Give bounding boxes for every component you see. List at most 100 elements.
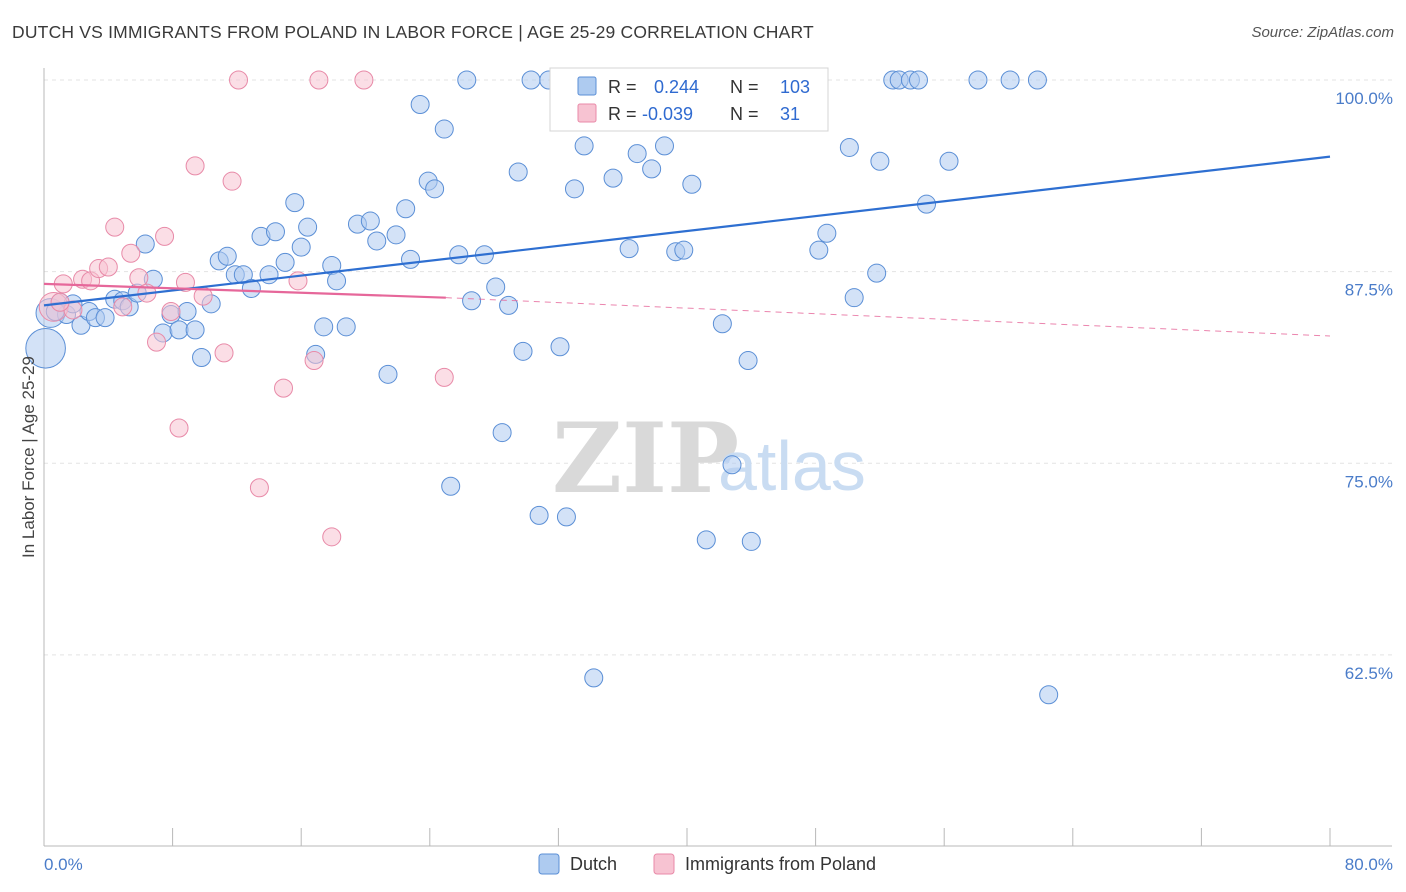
dutch-point bbox=[627, 144, 647, 164]
legend-r-label-poland: R = bbox=[608, 104, 637, 124]
dutch-point bbox=[367, 231, 387, 251]
dutch-point bbox=[968, 70, 988, 90]
poland-trend-line bbox=[43, 282, 446, 299]
dutch-point bbox=[192, 347, 212, 367]
dutch-point bbox=[508, 162, 528, 182]
poland-point bbox=[121, 243, 141, 263]
dutch-point bbox=[486, 277, 506, 297]
dutch-point bbox=[722, 455, 742, 475]
y-tick-labels: 62.5% 75.0% 87.5% 100.0% bbox=[1335, 89, 1393, 683]
grid-lines bbox=[44, 79, 1392, 656]
legend-r-label-dutch: R = bbox=[608, 77, 637, 97]
legend-n-value-dutch: 103 bbox=[780, 77, 810, 97]
dutch-point bbox=[682, 174, 702, 194]
poland-point bbox=[155, 226, 175, 246]
y-tick-label: 62.5% bbox=[1345, 664, 1393, 683]
dutch-point bbox=[741, 531, 761, 551]
dutch-point bbox=[556, 507, 576, 527]
bottom-legend: Dutch Immigrants from Poland bbox=[538, 853, 876, 875]
dutch-point bbox=[1000, 70, 1020, 90]
dutch-point bbox=[410, 95, 430, 115]
dutch-point bbox=[441, 476, 461, 496]
dutch-point bbox=[809, 240, 829, 260]
dutch-point bbox=[434, 119, 454, 139]
dutch-point bbox=[619, 239, 639, 259]
dutch-point bbox=[396, 199, 416, 219]
dutch-point bbox=[457, 70, 477, 90]
poland-trend-extension bbox=[445, 297, 1331, 337]
dutch-point bbox=[285, 193, 305, 213]
dutch-point bbox=[401, 249, 421, 269]
x-tick-label-min: 0.0% bbox=[44, 855, 83, 874]
dutch-point bbox=[844, 288, 864, 308]
dutch-point bbox=[574, 136, 594, 156]
dutch-point bbox=[462, 291, 482, 311]
legend-n-label-poland: N = bbox=[730, 104, 759, 124]
dutch-point bbox=[603, 168, 623, 188]
dutch-point bbox=[908, 70, 928, 90]
dutch-point bbox=[696, 530, 716, 550]
dutch-point bbox=[817, 223, 837, 243]
dutch-point bbox=[425, 179, 445, 199]
dutch-point bbox=[185, 320, 205, 340]
bottom-legend-swatch-poland bbox=[653, 853, 675, 875]
dutch-point bbox=[169, 320, 189, 340]
bottom-legend-swatch-dutch bbox=[538, 853, 560, 875]
dutch-point bbox=[449, 245, 469, 265]
legend-n-label-dutch: N = bbox=[730, 77, 759, 97]
poland-point bbox=[309, 70, 329, 90]
poland-point bbox=[354, 70, 374, 90]
dutch-point bbox=[298, 217, 318, 237]
dutch-point bbox=[513, 341, 533, 361]
dutch-point bbox=[584, 668, 604, 688]
dutch-point bbox=[217, 246, 237, 266]
poland-point bbox=[434, 367, 454, 387]
dutch-point bbox=[550, 337, 570, 357]
dutch-point bbox=[564, 179, 584, 199]
axes bbox=[43, 68, 1392, 847]
legend-swatch-poland bbox=[577, 103, 597, 123]
dutch-point bbox=[177, 301, 197, 321]
dutch-trend-line bbox=[43, 155, 1331, 307]
dutch-point bbox=[378, 364, 398, 384]
dutch-point bbox=[327, 271, 347, 291]
y-tick-label: 75.0% bbox=[1345, 472, 1393, 491]
poland-point bbox=[175, 272, 195, 292]
poland-point bbox=[98, 257, 118, 277]
x-tick-label-max: 80.0% bbox=[1345, 855, 1393, 874]
poland-point bbox=[322, 527, 342, 547]
dutch-point bbox=[360, 211, 380, 231]
dutch-point bbox=[386, 225, 406, 245]
legend-swatch-dutch bbox=[577, 76, 597, 96]
bottom-legend-label-poland: Immigrants from Poland bbox=[685, 854, 876, 874]
poland-point bbox=[249, 478, 269, 498]
dutch-point bbox=[642, 159, 662, 179]
dutch-point bbox=[492, 423, 512, 443]
legend: R = 0.244 N = 103 R = -0.039 N = 31 bbox=[549, 67, 829, 132]
dutch-point bbox=[275, 252, 295, 272]
bottom-legend-label-dutch: Dutch bbox=[570, 854, 617, 874]
poland-point bbox=[304, 351, 324, 371]
poland-point bbox=[113, 297, 133, 317]
watermark: ZIP atlas bbox=[552, 402, 866, 515]
poland-point bbox=[214, 343, 234, 363]
poland-point bbox=[229, 70, 249, 90]
x-ticks bbox=[43, 828, 1331, 846]
poland-point bbox=[105, 217, 125, 237]
poland-points bbox=[38, 70, 454, 547]
dutch-point bbox=[939, 151, 959, 171]
dutch-point bbox=[839, 137, 859, 157]
poland-point bbox=[169, 418, 189, 438]
dutch-point bbox=[738, 351, 758, 371]
legend-r-value-dutch: 0.244 bbox=[654, 77, 699, 97]
dutch-point bbox=[25, 327, 66, 369]
trend-lines bbox=[43, 155, 1331, 337]
poland-point bbox=[147, 332, 167, 352]
watermark-zip: ZIP bbox=[552, 402, 739, 515]
poland-point bbox=[161, 301, 181, 321]
dutch-point bbox=[1027, 70, 1047, 90]
dutch-point bbox=[291, 237, 311, 257]
y-tick-label: 100.0% bbox=[1335, 89, 1393, 108]
dutch-point bbox=[135, 234, 155, 254]
